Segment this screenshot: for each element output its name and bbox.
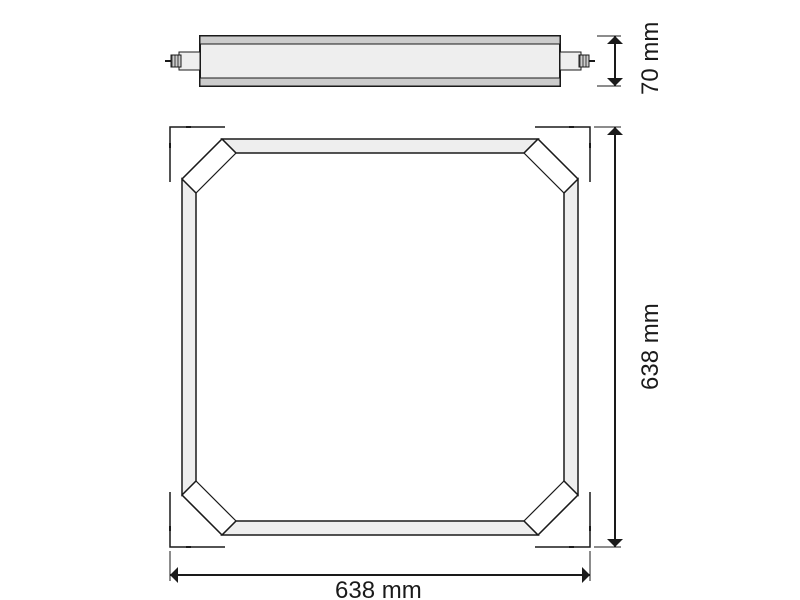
panel-front <box>169 126 591 548</box>
dim-width-label: 638 mm <box>335 577 422 600</box>
dim-height-label: 638 mm <box>637 303 664 390</box>
dim-depth-label: 70 mm <box>637 22 664 95</box>
connector-left <box>179 52 200 70</box>
connector-right <box>560 52 581 70</box>
technical-drawing: 638 mm 638 mm 70 mm <box>0 0 800 600</box>
